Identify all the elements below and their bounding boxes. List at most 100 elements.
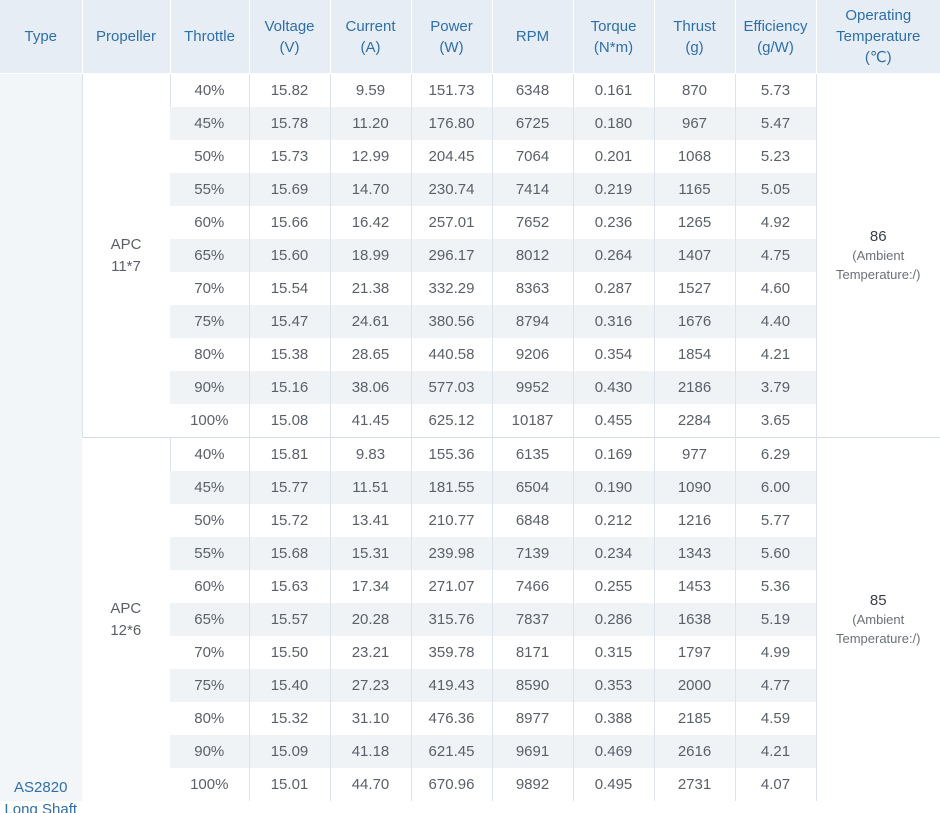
header-efficiency-unit: (g/W): [757, 39, 794, 56]
thrust-cell: 2186: [654, 371, 735, 404]
voltage-cell: 15.54: [249, 272, 330, 305]
power-cell: 239.98: [411, 537, 492, 570]
throttle-cell: 40%: [170, 74, 249, 108]
rpm-cell: 7139: [492, 537, 573, 570]
throttle-cell: 50%: [170, 504, 249, 537]
efficiency-cell: 6.29: [735, 438, 816, 472]
efficiency-cell: 4.07: [735, 768, 816, 801]
header-torque: Torque(N*m): [573, 0, 654, 74]
header-row: Type Propeller Throttle Voltage(V) Curre…: [0, 0, 940, 74]
efficiency-cell: 3.79: [735, 371, 816, 404]
power-cell: 176.80: [411, 107, 492, 140]
power-cell: 476.36: [411, 702, 492, 735]
power-cell: 625.12: [411, 404, 492, 438]
rpm-cell: 8977: [492, 702, 573, 735]
voltage-cell: 15.08: [249, 404, 330, 438]
header-temperature-label-2: Temperature: [836, 28, 920, 45]
efficiency-cell: 4.99: [735, 636, 816, 669]
header-voltage-label: Voltage: [264, 18, 314, 35]
header-throttle-label: Throttle: [184, 28, 235, 45]
header-power-unit: (W): [439, 39, 463, 56]
power-cell: 577.03: [411, 371, 492, 404]
current-cell: 20.28: [330, 603, 411, 636]
current-cell: 11.51: [330, 471, 411, 504]
torque-cell: 0.234: [573, 537, 654, 570]
rpm-cell: 9206: [492, 338, 573, 371]
throttle-cell: 75%: [170, 669, 249, 702]
voltage-cell: 15.63: [249, 570, 330, 603]
power-cell: 670.96: [411, 768, 492, 801]
throttle-cell: 50%: [170, 140, 249, 173]
rpm-cell: 8590: [492, 669, 573, 702]
torque-cell: 0.388: [573, 702, 654, 735]
efficiency-cell: 5.05: [735, 173, 816, 206]
current-cell: 41.45: [330, 404, 411, 438]
thrust-cell: 1265: [654, 206, 735, 239]
header-thrust-label: Thrust: [673, 18, 716, 35]
throttle-cell: 40%: [170, 438, 249, 472]
efficiency-cell: 4.21: [735, 735, 816, 768]
header-voltage-unit: (V): [280, 39, 300, 56]
header-efficiency-label: Efficiency: [744, 18, 808, 35]
efficiency-cell: 4.59: [735, 702, 816, 735]
thrust-cell: 1343: [654, 537, 735, 570]
rpm-cell: 6504: [492, 471, 573, 504]
throttle-cell: 100%: [170, 404, 249, 438]
thrust-cell: 1527: [654, 272, 735, 305]
rpm-cell: 6725: [492, 107, 573, 140]
throttle-cell: 45%: [170, 471, 249, 504]
thrust-cell: 1407: [654, 239, 735, 272]
throttle-cell: 100%: [170, 768, 249, 801]
torque-cell: 0.161: [573, 74, 654, 108]
voltage-cell: 15.60: [249, 239, 330, 272]
throttle-cell: 70%: [170, 636, 249, 669]
efficiency-cell: 5.73: [735, 74, 816, 108]
rpm-cell: 6348: [492, 74, 573, 108]
temperature-note: (Ambient: [817, 610, 940, 629]
thrust-cell: 2616: [654, 735, 735, 768]
thrust-cell: 1165: [654, 173, 735, 206]
voltage-cell: 15.69: [249, 173, 330, 206]
power-cell: 621.45: [411, 735, 492, 768]
current-cell: 41.18: [330, 735, 411, 768]
temperature-note: (Ambient: [817, 246, 940, 265]
voltage-cell: 15.81: [249, 438, 330, 472]
power-cell: 332.29: [411, 272, 492, 305]
rpm-cell: 8794: [492, 305, 573, 338]
current-cell: 17.34: [330, 570, 411, 603]
torque-cell: 0.236: [573, 206, 654, 239]
voltage-cell: 15.40: [249, 669, 330, 702]
current-cell: 13.41: [330, 504, 411, 537]
current-cell: 27.23: [330, 669, 411, 702]
torque-cell: 0.201: [573, 140, 654, 173]
voltage-cell: 15.50: [249, 636, 330, 669]
torque-cell: 0.315: [573, 636, 654, 669]
efficiency-cell: 3.65: [735, 404, 816, 438]
rpm-cell: 6135: [492, 438, 573, 472]
type-model: AS2820: [14, 779, 67, 796]
throttle-cell: 65%: [170, 239, 249, 272]
voltage-cell: 15.68: [249, 537, 330, 570]
rpm-cell: 7414: [492, 173, 573, 206]
rpm-cell: 7837: [492, 603, 573, 636]
thrust-cell: 2000: [654, 669, 735, 702]
throttle-cell: 80%: [170, 702, 249, 735]
current-cell: 9.83: [330, 438, 411, 472]
thrust-cell: 1638: [654, 603, 735, 636]
current-cell: 11.20: [330, 107, 411, 140]
torque-cell: 0.219: [573, 173, 654, 206]
rpm-cell: 9892: [492, 768, 573, 801]
throttle-cell: 65%: [170, 603, 249, 636]
thrust-cell: 1090: [654, 471, 735, 504]
power-cell: 230.74: [411, 173, 492, 206]
thrust-cell: 2185: [654, 702, 735, 735]
power-cell: 181.55: [411, 471, 492, 504]
throttle-cell: 60%: [170, 570, 249, 603]
table-header: Type Propeller Throttle Voltage(V) Curre…: [0, 0, 940, 74]
rpm-cell: 7466: [492, 570, 573, 603]
torque-cell: 0.169: [573, 438, 654, 472]
temperature-value: 86: [817, 227, 940, 246]
header-type: Type: [0, 0, 82, 74]
current-cell: 44.70: [330, 768, 411, 801]
